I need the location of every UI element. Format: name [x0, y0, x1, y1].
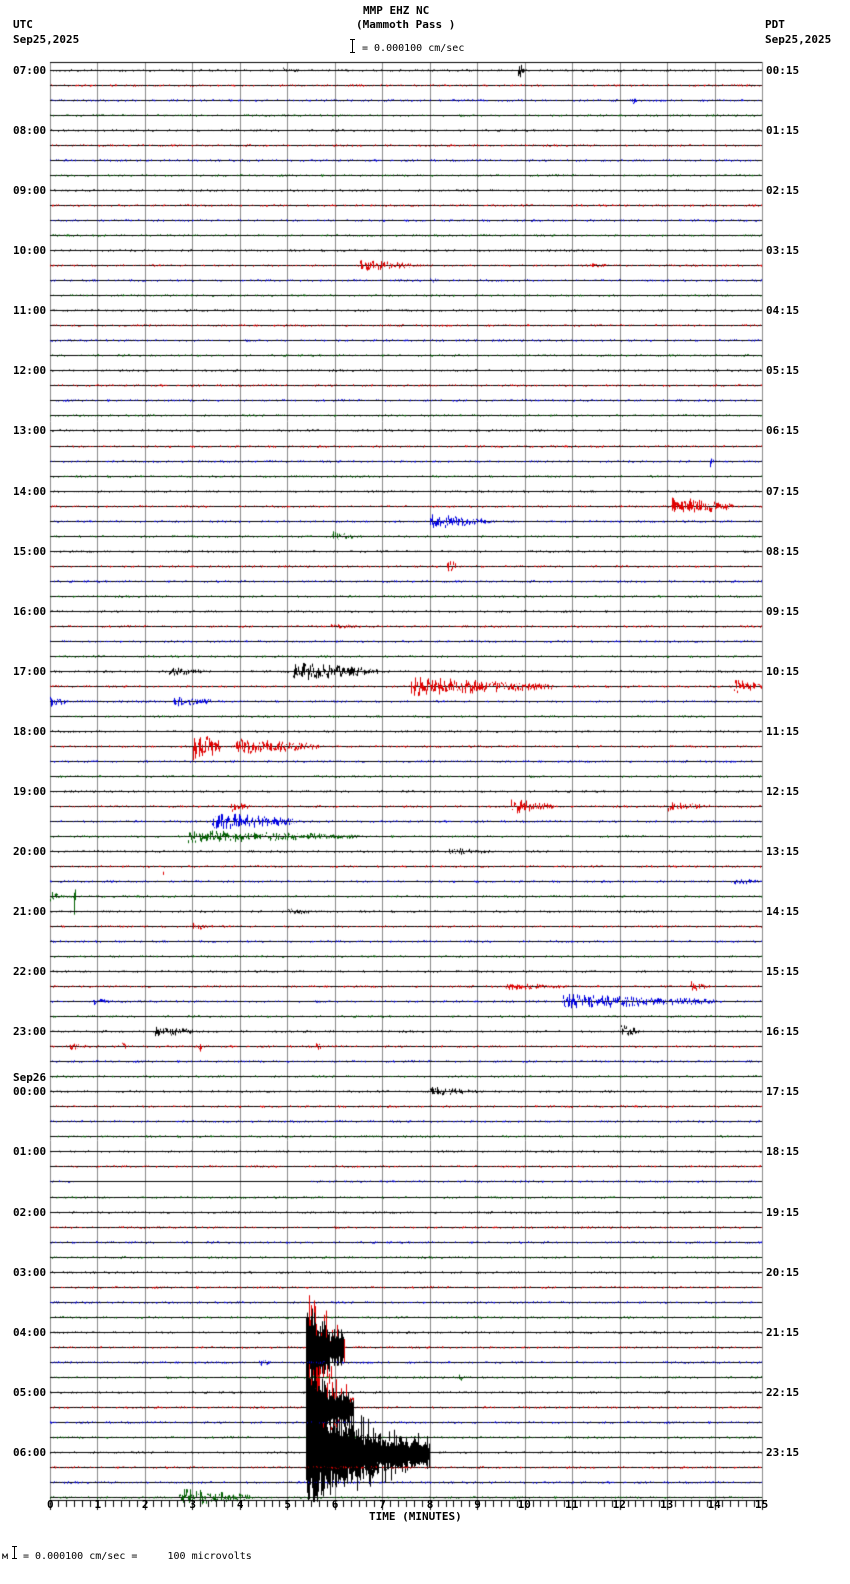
utc-hour-label: 23:00: [13, 1025, 47, 1039]
utc-hour-label: 04:00: [13, 1325, 47, 1339]
pdt-hour-label: 19:15: [766, 1205, 800, 1219]
utc-hour-label: 00:00: [13, 1085, 47, 1099]
utc-hour-label: 10:00: [13, 244, 47, 258]
pdt-hour-label: 13:15: [766, 845, 800, 859]
pdt-hour-label: 10:15: [766, 664, 800, 678]
pdt-hour-label: 16:15: [766, 1025, 800, 1039]
utc-hour-label: 14:00: [13, 484, 47, 498]
pdt-hour-label: 05:15: [766, 364, 800, 378]
footer-scale-prefix: м: [2, 1551, 9, 1562]
x-tick-label: 14: [707, 1498, 721, 1511]
x-tick-label: 2: [141, 1498, 149, 1511]
right-timezone: PDT: [765, 18, 785, 31]
pdt-hour-label: 01:15: [766, 124, 800, 138]
pdt-hour-label: 21:15: [766, 1325, 800, 1339]
x-axis-label: TIME (MINUTES): [369, 1510, 462, 1523]
x-tick-label: 4: [236, 1498, 244, 1511]
station-title: MMP EHZ NC: [363, 4, 430, 17]
utc-hour-label: 22:00: [13, 965, 47, 979]
x-tick-label: 3: [189, 1498, 197, 1511]
utc-hour-label: 19:00: [13, 784, 47, 798]
pdt-hour-label: 17:15: [766, 1085, 800, 1099]
utc-hour-label: 07:00: [13, 64, 47, 77]
pdt-hour-label: 08:15: [766, 544, 800, 558]
x-tick-label: 1: [94, 1498, 102, 1511]
utc-hour-label: 11:00: [13, 304, 47, 318]
utc-hour-label: 08:00: [13, 124, 47, 138]
pdt-hour-label: 02:15: [766, 184, 800, 198]
x-tick-label: 9: [474, 1498, 481, 1511]
station-subtitle: (Mammoth Pass ): [356, 18, 456, 31]
utc-hour-label: 17:00: [13, 664, 47, 678]
pdt-hour-label: 06:15: [766, 424, 800, 438]
footer-scale-bar-icon: [12, 1546, 20, 1559]
pdt-hour-label: 11:15: [766, 724, 800, 738]
utc-hour-label: 16:00: [13, 604, 47, 618]
utc-hour-label: 09:00: [13, 184, 47, 198]
pdt-hour-label: 12:15: [766, 784, 800, 798]
x-tick-label: 10: [517, 1498, 531, 1511]
pdt-hour-label: 14:15: [766, 905, 800, 919]
x-tick-label: 13: [660, 1498, 674, 1511]
x-tick-label: 8: [426, 1498, 434, 1511]
utc-hour-label: 03:00: [13, 1265, 47, 1279]
pdt-hour-label: 00:15: [766, 64, 800, 77]
x-tick-label: 11: [565, 1498, 579, 1511]
left-date: Sep25,2025: [13, 33, 80, 46]
utc-hour-label: 06:00: [13, 1445, 47, 1459]
pdt-hour-label: 03:15: [766, 244, 800, 258]
utc-hour-label: 18:00: [13, 724, 47, 738]
utc-hour-label: 20:00: [13, 845, 47, 859]
utc-hour-label: 01:00: [13, 1145, 47, 1159]
x-tick-label: 12: [612, 1498, 626, 1511]
scale-bar-icon: [350, 39, 358, 53]
x-tick-label: 0: [47, 1498, 54, 1511]
x-tick-label: 7: [379, 1498, 386, 1511]
utc-hour-label: 12:00: [13, 364, 47, 378]
pdt-hour-label: 07:15: [766, 484, 800, 498]
scale-text: = 0.000100 cm/sec: [362, 43, 465, 54]
x-tick-label: 15: [755, 1498, 769, 1511]
pdt-hour-label: 22:15: [766, 1385, 800, 1399]
pdt-hour-label: 09:15: [766, 604, 800, 618]
pdt-hour-label: 04:15: [766, 304, 800, 318]
utc-hour-label: 13:00: [13, 424, 47, 438]
utc-hour-label: 15:00: [13, 544, 47, 558]
pdt-hour-label: 18:15: [766, 1145, 800, 1159]
x-tick-label: 5: [284, 1498, 291, 1511]
footer-scale-text: = 0.000100 cm/sec = 100 microvolts: [23, 1551, 252, 1562]
left-timezone: UTC: [13, 18, 33, 31]
utc-hour-label: 02:00: [13, 1205, 47, 1219]
pdt-hour-label: 23:15: [766, 1445, 800, 1459]
utc-hour-label: 05:00: [13, 1385, 47, 1399]
utc-date-label: Sep26: [13, 1071, 47, 1085]
right-date: Sep25,2025: [765, 33, 832, 46]
pdt-hour-label: 20:15: [766, 1265, 800, 1279]
utc-hour-label: 21:00: [13, 905, 47, 919]
pdt-hour-label: 15:15: [766, 965, 800, 979]
x-tick-label: 6: [331, 1498, 339, 1511]
